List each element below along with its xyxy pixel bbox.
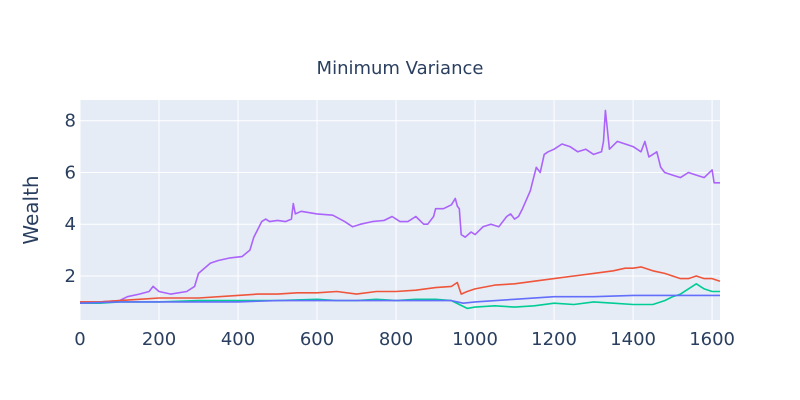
series-line-4 [79, 294, 720, 305]
x-tick-label: 0 [74, 329, 85, 350]
series-line-2 [80, 266, 721, 303]
x-tick-label: 400 [221, 329, 255, 350]
y-tick-label: 4 [65, 214, 76, 235]
y-tick-label: 6 [65, 162, 76, 183]
x-tick-label: 800 [379, 329, 413, 350]
x-tick-label: 600 [300, 329, 334, 350]
y-tick-label: 2 [65, 266, 76, 287]
plot-area [80, 100, 720, 320]
y-axis-ticks: 2 4 6 8 [65, 111, 76, 287]
series-line-1 [80, 109, 720, 303]
x-tick-label: 1000 [452, 329, 498, 350]
x-tick-label: 1600 [689, 329, 735, 350]
y-tick-label: 8 [65, 111, 76, 132]
grid [79, 100, 720, 320]
chart-title: Minimum Variance [317, 58, 484, 79]
x-tick-label: 1200 [531, 329, 577, 350]
y-axis-label: Wealth [19, 175, 43, 244]
series-group [79, 109, 721, 310]
x-tick-label: 1400 [610, 329, 656, 350]
x-axis-ticks: 0 200 400 600 800 1000 1200 1400 1600 [74, 329, 735, 350]
x-tick-label: 200 [142, 329, 176, 350]
